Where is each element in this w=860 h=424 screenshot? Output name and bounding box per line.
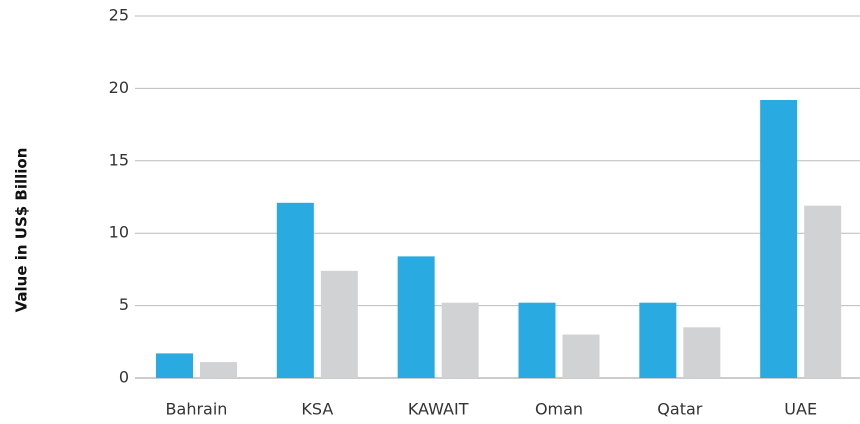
bar [320, 270, 358, 378]
y-tick-label: 5 [119, 295, 129, 314]
y-tick-label: 20 [109, 78, 129, 97]
y-tick-label: 10 [109, 223, 129, 242]
bar [639, 302, 677, 378]
bar [760, 99, 798, 378]
bar [200, 362, 237, 378]
bar [441, 302, 479, 378]
bar [562, 334, 600, 378]
bar [397, 256, 435, 378]
y-tick-label: 15 [109, 150, 129, 169]
y-axis-label: Value in US$ Billion [13, 148, 31, 313]
x-tick-label: UAE [784, 400, 817, 419]
x-tick-label: Bahrain [166, 400, 228, 419]
y-tick-label: 25 [109, 6, 129, 25]
bar [518, 302, 556, 378]
bar [156, 353, 193, 378]
bar [804, 205, 842, 378]
bar [276, 202, 314, 378]
x-tick-label: KAWAIT [408, 400, 469, 419]
bar [683, 327, 721, 378]
x-tick-label: KSA [301, 400, 333, 419]
y-tick-label: 0 [119, 368, 129, 387]
x-tick-label: Oman [535, 400, 583, 419]
x-tick-label: Qatar [657, 400, 702, 419]
